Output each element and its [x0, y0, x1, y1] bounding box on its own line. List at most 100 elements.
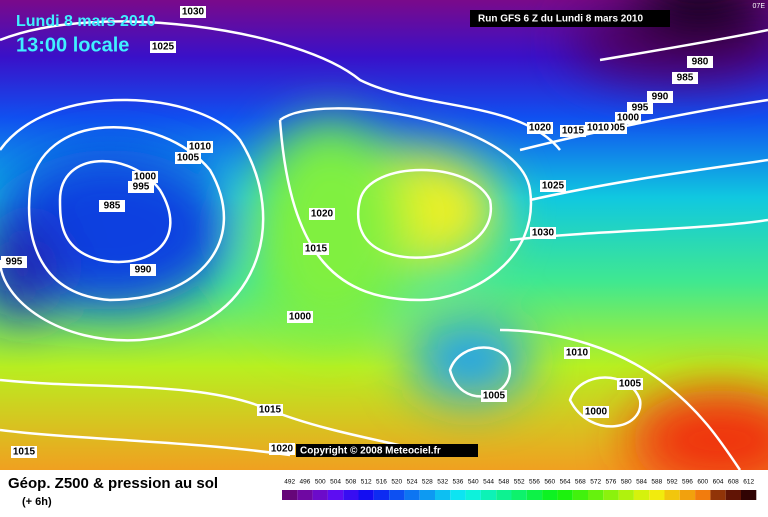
background-field — [0, 0, 768, 490]
isobar-label-bg — [481, 390, 507, 402]
legend-label: 544 — [483, 479, 494, 486]
legend-swatch — [450, 490, 466, 500]
legend-label: 576 — [606, 479, 617, 486]
isobar-label-bg — [687, 56, 713, 68]
legend-label: 604 — [713, 479, 724, 486]
isobar-label: 1000 — [134, 172, 157, 183]
legend-swatch — [542, 490, 558, 500]
isobar-label: 1015 — [305, 244, 328, 255]
legend-label: 508 — [345, 479, 356, 486]
isobar-label-bg — [128, 181, 154, 193]
legend-swatch — [419, 490, 435, 500]
isobar-label: 1015 — [562, 126, 585, 137]
legend-swatch — [435, 490, 451, 500]
copyright-box — [296, 444, 478, 457]
isobar-label: 995 — [6, 257, 23, 268]
legend-label: 520 — [391, 479, 402, 486]
isobar-label: 1015 — [13, 447, 36, 458]
legend-label: 496 — [300, 479, 311, 486]
isobar-label: 990 — [652, 92, 669, 103]
legend-swatch — [557, 490, 573, 500]
legend-swatch — [404, 490, 420, 500]
legend-swatch — [649, 490, 665, 500]
isobar-label: 1005 — [177, 153, 200, 164]
legend-label: 568 — [575, 479, 586, 486]
isobar-label-bg — [130, 264, 156, 276]
legend-swatch — [480, 490, 497, 500]
isobar-label-bg — [287, 311, 313, 323]
legend-swatch — [282, 490, 298, 500]
isobar-label: 1010 — [566, 348, 589, 359]
isobar-label-bg — [11, 446, 37, 458]
isobar-label-bg — [627, 102, 653, 114]
isobar-label-bg — [583, 406, 609, 418]
legend-swatch — [343, 490, 359, 500]
run-info: Run GFS 6 Z du Lundi 8 mars 2010 — [478, 14, 643, 25]
legend-swatch — [373, 490, 390, 500]
isobar-label-bg — [99, 200, 125, 212]
legend-label: 548 — [498, 479, 509, 486]
isobar-label-bg — [1, 256, 27, 268]
isobar-label-bg — [560, 125, 586, 137]
legend-label: 572 — [590, 479, 601, 486]
isobar-label-bg — [180, 6, 206, 18]
legend-label: 500 — [315, 479, 326, 486]
legend-swatch — [741, 490, 757, 500]
legend-swatch — [664, 490, 680, 500]
legend-swatch — [725, 490, 741, 500]
legend-swatch — [511, 490, 527, 500]
time: 13:00 locale — [16, 34, 129, 56]
isobar-label-bg — [257, 404, 283, 416]
isobar-label: 1000 — [617, 113, 640, 124]
isobar-label: 1000 — [585, 407, 608, 418]
isobar-label-bg — [269, 443, 295, 455]
legend-label: 516 — [376, 479, 387, 486]
legend-swatch — [572, 490, 588, 500]
isobar-label: 1020 — [311, 209, 334, 220]
legend-label: 512 — [361, 479, 372, 486]
isobar-label-bg — [309, 208, 335, 220]
legend-swatch — [588, 490, 604, 500]
corner-label: 07E — [753, 3, 766, 10]
isobar-label: 1025 — [152, 42, 175, 53]
isobar-label-bg — [585, 122, 611, 134]
legend-label: 536 — [453, 479, 464, 486]
isobar-label: 1030 — [182, 7, 205, 18]
legend-swatch — [526, 490, 543, 500]
legend-swatch — [633, 490, 650, 500]
isobar-label: 1020 — [529, 123, 552, 134]
isobar-label-bg — [615, 112, 641, 124]
isobar-label: 995 — [632, 103, 649, 114]
isobar-label: 1020 — [271, 444, 294, 455]
legend-label: 580 — [621, 479, 632, 486]
legend-label: 504 — [330, 479, 341, 486]
isobar-label: 990 — [135, 265, 152, 276]
isobar-label: 995 — [133, 182, 150, 193]
isobar-label: 1010 — [587, 123, 610, 134]
legend-label: 612 — [743, 479, 754, 486]
isobar-label-bg — [175, 152, 201, 164]
isobar-label-bg — [527, 122, 553, 134]
legend-label: 592 — [667, 479, 678, 486]
isobar-label: 1015 — [259, 405, 282, 416]
legend-label: 608 — [728, 479, 739, 486]
legend-swatch — [389, 490, 405, 500]
legend-swatch — [327, 490, 344, 500]
legend-label: 588 — [651, 479, 662, 486]
legend-swatch — [297, 490, 313, 500]
copyright: Copyright © 2008 Meteociel.fr — [300, 446, 441, 457]
legend-swatch — [312, 490, 328, 500]
isobar-label: 1010 — [189, 142, 212, 153]
legend-swatch — [695, 490, 711, 500]
legend-label: 532 — [437, 479, 448, 486]
isobar-label: 1005 — [483, 391, 506, 402]
isobars — [0, 20, 768, 471]
isobar-label: 980 — [692, 57, 709, 68]
isobar-label: 1005 — [619, 379, 642, 390]
isobar-label: 1030 — [532, 228, 555, 239]
legend-label: 524 — [407, 479, 418, 486]
run-info-box — [470, 10, 670, 27]
legend-swatch — [710, 490, 726, 500]
color-legend: 492 496 500 504 508 512 516 520 524 528 532 536 540 5… — [282, 479, 757, 500]
